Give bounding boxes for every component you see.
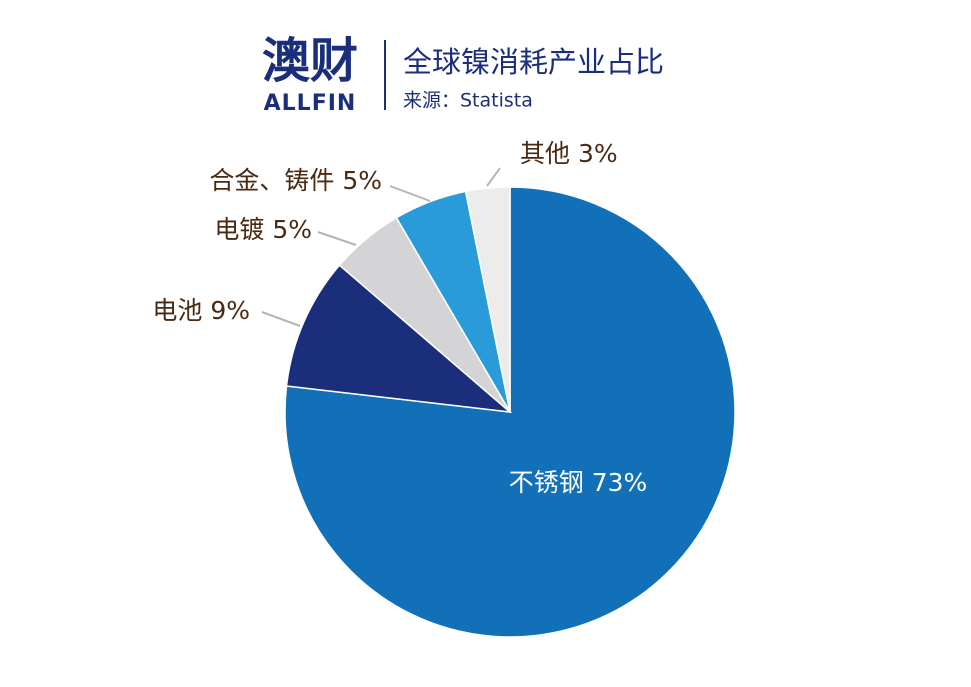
pie-slice bbox=[464, 186, 511, 413]
logo-brand: ALLFIN bbox=[264, 91, 357, 116]
slice-label: 电镀 5% bbox=[214, 215, 312, 244]
category-label: 其他 bbox=[520, 139, 570, 168]
leader-line bbox=[261, 311, 301, 327]
category-label: 合金、铸件 bbox=[209, 166, 334, 195]
leader-line bbox=[317, 231, 357, 246]
category-label: 电镀 bbox=[214, 215, 264, 244]
pie-slice bbox=[284, 186, 736, 638]
slice-label: 合金、铸件 5% bbox=[209, 166, 382, 195]
pie bbox=[284, 186, 736, 638]
labels: 不锈钢 73% 电池 9% 电镀 5% 合金、铸件 5% 其他 3% bbox=[152, 139, 647, 497]
value-label: 5% bbox=[272, 215, 312, 244]
category-label: 电池 bbox=[152, 296, 202, 325]
leader-line bbox=[389, 185, 431, 202]
value-label: 73% bbox=[592, 468, 648, 497]
value-label: 5% bbox=[342, 166, 382, 195]
leader-line bbox=[486, 167, 501, 187]
value-label: 3% bbox=[578, 139, 618, 168]
chart-subtitle: 来源：Statista bbox=[403, 90, 533, 112]
logo-name: 澳财 bbox=[262, 33, 358, 89]
value-label: 9% bbox=[210, 296, 250, 325]
slice-label: 电池 9% bbox=[152, 296, 250, 325]
chart-title: 全球镍消耗产业占比 bbox=[403, 45, 664, 79]
pie-slice bbox=[285, 264, 513, 414]
slice-label: 其他 3% bbox=[520, 139, 618, 168]
slice-label: 不锈钢 73% bbox=[509, 468, 648, 497]
category-label: 不锈钢 bbox=[509, 468, 584, 497]
